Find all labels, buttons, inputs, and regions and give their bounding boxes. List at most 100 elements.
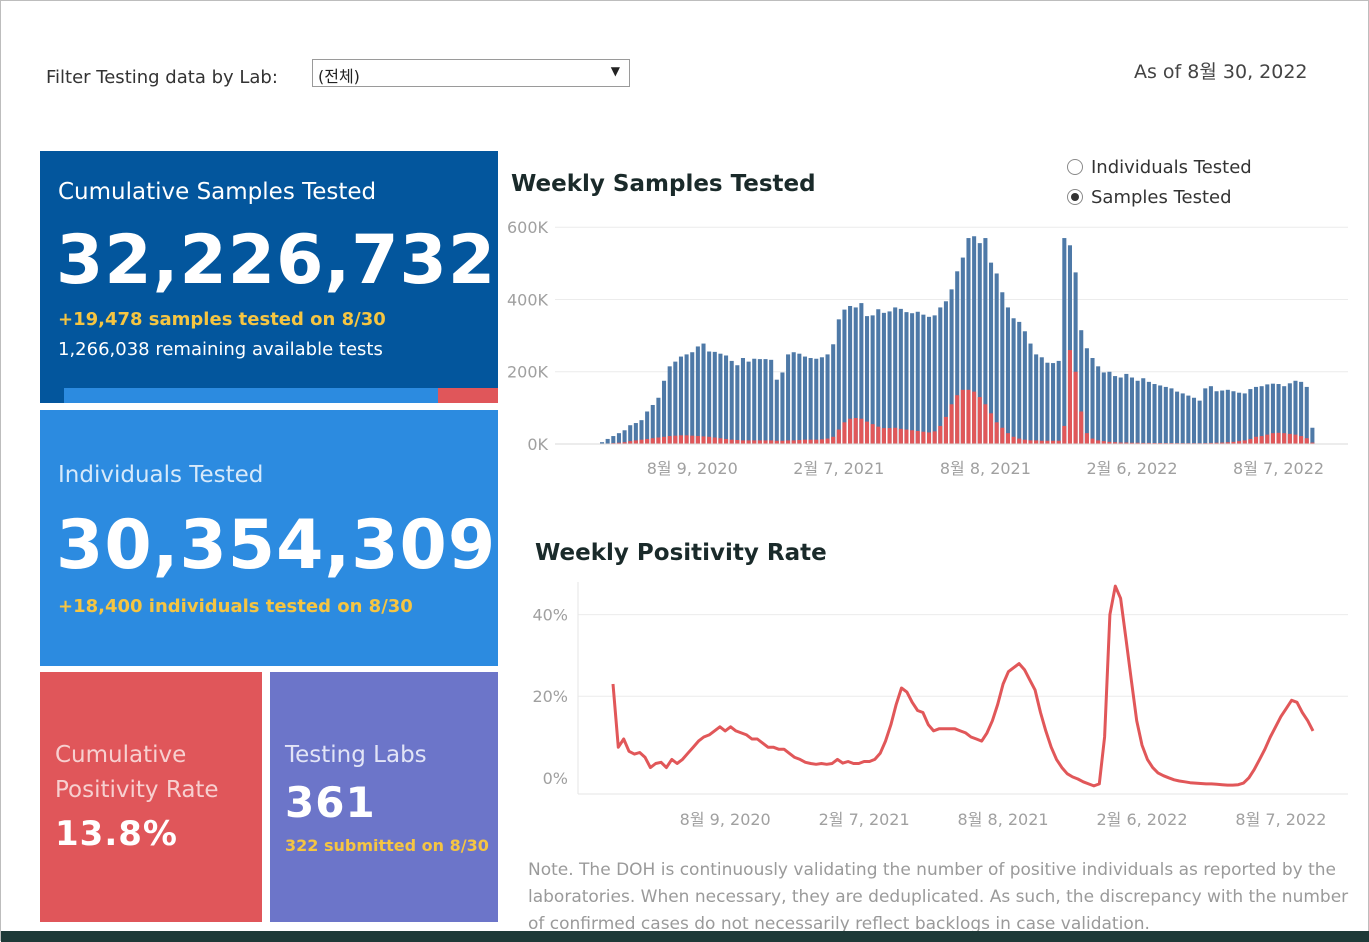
bar-tested <box>1169 388 1173 444</box>
bar-tested <box>831 344 835 444</box>
bar-tested <box>730 361 734 444</box>
radio-individuals[interactable] <box>1067 159 1083 175</box>
bar-positive <box>752 440 756 444</box>
bar-tested <box>758 359 762 444</box>
bar-positive <box>763 440 767 444</box>
bar-positive <box>1090 439 1094 444</box>
bar-positive <box>893 428 897 444</box>
bar-tested <box>938 307 942 444</box>
bar-tested <box>809 358 813 444</box>
samples-progress-remaining <box>438 388 498 403</box>
bar-tested <box>1057 361 1061 444</box>
bar-positive <box>1068 350 1072 444</box>
labs-submitted: 322 submitted on 8/30 <box>285 836 489 855</box>
bar-tested <box>1062 238 1066 444</box>
bar-positive <box>1096 440 1100 444</box>
bar-positive <box>876 427 880 444</box>
bar-tested <box>1310 428 1314 444</box>
bar-positive <box>1282 433 1286 444</box>
bar-tested <box>1248 389 1252 444</box>
measure-toggle: Individuals Tested Samples Tested <box>1067 152 1252 212</box>
bar-tested <box>899 309 903 444</box>
bar-tested <box>1119 378 1123 444</box>
bar-tested <box>933 315 937 444</box>
y-tick-label: 400K <box>507 290 549 309</box>
testing-labs-card: Testing Labs 361 322 submitted on 8/30 <box>270 672 498 922</box>
toggle-individuals[interactable]: Individuals Tested <box>1067 152 1252 182</box>
bar-positive <box>1243 440 1247 444</box>
y-tick-label: 20% <box>532 687 568 706</box>
bar-positive <box>809 440 813 444</box>
bar-positive <box>1299 436 1303 444</box>
bar-tested <box>1198 401 1202 444</box>
bar-positive <box>983 404 987 444</box>
bar-tested <box>1040 357 1044 444</box>
bar-positive <box>961 390 965 444</box>
bar-tested <box>1299 382 1303 444</box>
bar-tested <box>747 362 751 444</box>
bar-tested <box>1130 378 1134 444</box>
y-tick-label: 200K <box>507 363 549 382</box>
bar-tested <box>786 354 790 444</box>
bar-positive <box>690 436 694 444</box>
positivity-line <box>613 586 1313 786</box>
bar-tested <box>1226 390 1230 444</box>
bar-positive <box>1034 440 1038 444</box>
bar-tested <box>882 313 886 444</box>
bar-positive <box>814 440 818 444</box>
bar-tested <box>1006 307 1010 444</box>
bar-tested <box>701 344 705 444</box>
bar-tested <box>696 346 700 444</box>
bar-positive <box>1085 433 1089 444</box>
x-tick-label: 2월 6, 2022 <box>1096 810 1187 829</box>
bar-tested <box>1107 372 1111 444</box>
bar-positive <box>820 439 824 444</box>
bar-tested <box>1231 391 1235 444</box>
x-tick-label: 2월 7, 2021 <box>819 810 910 829</box>
individuals-tested-value: 30,354,309 <box>56 506 496 585</box>
bar-positive <box>1023 440 1027 444</box>
bar-positive <box>747 440 751 444</box>
x-tick-label: 2월 6, 2022 <box>1086 459 1177 478</box>
bar-tested <box>893 307 897 444</box>
bar-tested <box>718 354 722 444</box>
bar-tested <box>617 433 621 444</box>
bar-positive <box>910 430 914 444</box>
bar-tested <box>797 354 801 444</box>
bar-tested <box>1243 393 1247 444</box>
bar-tested <box>1254 387 1258 444</box>
bar-positive <box>1017 439 1021 444</box>
bar-tested <box>662 381 666 444</box>
bar-positive <box>1260 436 1264 444</box>
x-tick-label: 8월 8, 2021 <box>958 810 1049 829</box>
bar-tested <box>1124 374 1128 444</box>
bar-tested <box>1000 292 1004 444</box>
bar-positive <box>730 440 734 444</box>
bar-tested <box>792 352 796 444</box>
bar-tested <box>1164 387 1168 444</box>
bar-positive <box>927 432 931 444</box>
radio-samples[interactable] <box>1067 189 1083 205</box>
bar-positive <box>1000 428 1004 444</box>
samples-daily-increase: +19,478 samples tested on 8/30 <box>58 309 386 330</box>
bar-tested <box>876 309 880 444</box>
x-tick-label: 8월 8, 2021 <box>940 459 1031 478</box>
positivity-title-line2: Positivity Rate <box>55 777 219 803</box>
bar-tested <box>724 355 728 444</box>
individuals-tested-title: Individuals Tested <box>58 462 263 488</box>
bar-tested <box>651 405 655 444</box>
bar-positive <box>899 429 903 444</box>
x-tick-label: 8월 7, 2022 <box>1233 459 1324 478</box>
bar-tested <box>668 366 672 444</box>
as-of-date: As of 8월 30, 2022 <box>1134 57 1308 84</box>
bar-positive <box>916 431 920 444</box>
lab-filter-dropdown[interactable]: (전체) ▼ <box>312 59 630 87</box>
bar-tested <box>713 352 717 444</box>
x-tick-label: 8월 9, 2020 <box>680 810 771 829</box>
bar-positive <box>1012 437 1016 444</box>
bar-positive <box>673 436 677 444</box>
bar-tested <box>1096 366 1100 444</box>
bar-positive <box>1288 434 1292 444</box>
filter-label: Filter Testing data by Lab: <box>46 67 278 88</box>
